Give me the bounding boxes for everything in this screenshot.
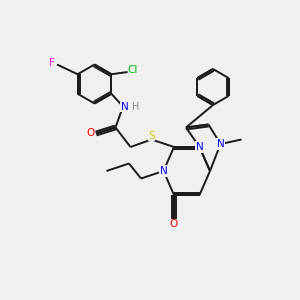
Text: N: N [160,166,167,176]
Text: O: O [86,128,95,139]
Text: S: S [148,131,155,141]
Text: Cl: Cl [128,64,138,75]
Text: N: N [217,139,224,149]
Text: N: N [121,101,128,112]
Text: O: O [170,219,178,229]
Text: N: N [196,142,203,152]
Text: F: F [49,58,55,68]
Text: H: H [132,101,139,112]
